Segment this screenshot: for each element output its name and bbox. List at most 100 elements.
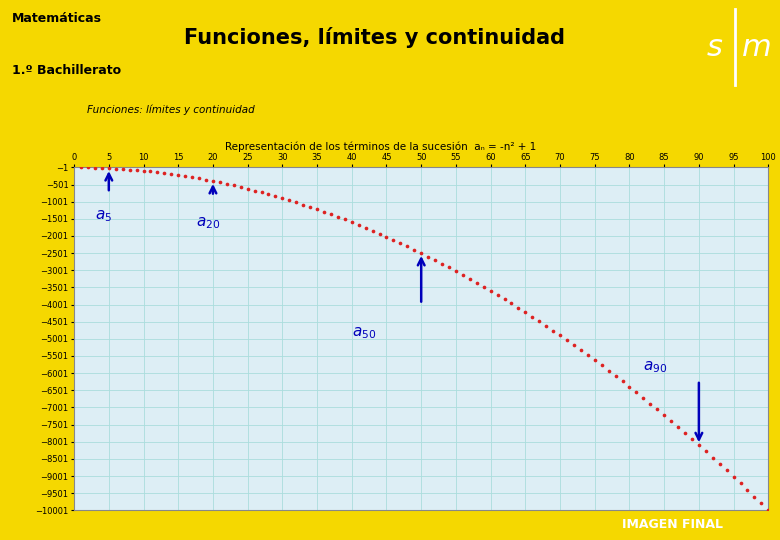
Point bbox=[269, 192, 282, 200]
Point bbox=[561, 336, 573, 345]
Point bbox=[151, 168, 164, 177]
Point bbox=[456, 271, 469, 279]
Point bbox=[290, 198, 303, 207]
Point bbox=[575, 346, 587, 354]
Text: $a_{\mathrm{20}}$: $a_{\mathrm{20}}$ bbox=[196, 215, 220, 231]
Point bbox=[637, 394, 650, 402]
Point bbox=[519, 308, 531, 316]
Point bbox=[172, 171, 184, 179]
Point bbox=[477, 282, 490, 291]
Point bbox=[714, 460, 726, 468]
Text: $m$: $m$ bbox=[741, 33, 771, 62]
Point bbox=[582, 351, 594, 360]
Point bbox=[498, 295, 511, 303]
Point bbox=[193, 174, 205, 183]
Point bbox=[693, 441, 705, 449]
Text: $s$: $s$ bbox=[706, 33, 723, 62]
Point bbox=[179, 172, 191, 180]
Point bbox=[422, 252, 434, 261]
Point bbox=[741, 485, 753, 494]
Point bbox=[200, 176, 212, 184]
Point bbox=[449, 267, 462, 275]
Point bbox=[401, 242, 413, 251]
Point bbox=[721, 466, 733, 475]
Point bbox=[353, 221, 365, 230]
Point bbox=[630, 388, 643, 396]
Point bbox=[491, 291, 504, 299]
Text: $a_{\mathrm{90}}$: $a_{\mathrm{90}}$ bbox=[644, 360, 668, 375]
Point bbox=[346, 218, 358, 226]
Point bbox=[367, 226, 379, 235]
Point bbox=[317, 207, 330, 216]
Text: 1.º Bachillerato: 1.º Bachillerato bbox=[12, 64, 121, 77]
Point bbox=[672, 423, 684, 431]
Point bbox=[707, 453, 719, 462]
Point bbox=[408, 245, 420, 254]
Point bbox=[616, 377, 629, 386]
Point bbox=[463, 274, 476, 283]
Point bbox=[595, 361, 608, 370]
Point bbox=[602, 366, 615, 375]
Point bbox=[297, 200, 310, 209]
Point bbox=[116, 165, 129, 173]
Text: $a_{\mathrm{50}}$: $a_{\mathrm{50}}$ bbox=[352, 325, 376, 341]
Text: Representación de los términos de la sucesión  aₙ = -n² + 1: Representación de los términos de la suc… bbox=[225, 142, 536, 152]
Point bbox=[554, 331, 566, 340]
Point bbox=[762, 506, 775, 515]
Point bbox=[394, 239, 406, 247]
Point bbox=[324, 210, 337, 219]
Point bbox=[679, 429, 691, 437]
Point bbox=[165, 170, 178, 178]
Point bbox=[186, 173, 198, 181]
Point bbox=[248, 186, 261, 195]
Point bbox=[235, 183, 247, 191]
Point bbox=[443, 263, 456, 272]
Point bbox=[512, 303, 525, 312]
Text: IMAGEN FINAL: IMAGEN FINAL bbox=[622, 518, 723, 531]
Point bbox=[214, 178, 226, 187]
Point bbox=[123, 165, 136, 174]
Point bbox=[436, 259, 448, 268]
Point bbox=[429, 256, 441, 265]
Point bbox=[609, 372, 622, 380]
Point bbox=[82, 163, 94, 172]
Point bbox=[339, 215, 351, 224]
Point bbox=[137, 166, 150, 175]
Point bbox=[374, 230, 386, 238]
Point bbox=[130, 166, 143, 174]
Point bbox=[304, 202, 317, 211]
Point bbox=[727, 472, 739, 481]
Text: Funciones, límites y continuidad: Funciones, límites y continuidad bbox=[184, 28, 565, 48]
Point bbox=[588, 356, 601, 364]
Point bbox=[102, 164, 115, 172]
Point bbox=[686, 435, 698, 443]
Point bbox=[533, 317, 545, 326]
Point bbox=[470, 278, 483, 287]
Point bbox=[332, 213, 344, 221]
Point bbox=[221, 180, 233, 188]
Point bbox=[665, 417, 677, 426]
Point bbox=[75, 163, 87, 172]
Point bbox=[89, 163, 101, 172]
Point bbox=[228, 181, 240, 190]
Point bbox=[700, 447, 712, 456]
Point bbox=[144, 167, 157, 176]
Point bbox=[734, 479, 746, 488]
Point bbox=[547, 326, 559, 335]
Point bbox=[360, 224, 372, 232]
Point bbox=[651, 405, 664, 414]
Point bbox=[505, 299, 518, 308]
Point bbox=[644, 399, 657, 408]
Point bbox=[658, 411, 670, 420]
Point bbox=[255, 188, 268, 197]
Point bbox=[310, 205, 323, 214]
Point bbox=[484, 286, 497, 295]
Point bbox=[623, 382, 636, 391]
Point bbox=[568, 341, 580, 349]
Point bbox=[262, 190, 275, 199]
Point bbox=[748, 492, 760, 501]
Point bbox=[526, 312, 538, 321]
Point bbox=[415, 249, 427, 258]
Point bbox=[755, 499, 768, 508]
Point bbox=[158, 169, 171, 178]
